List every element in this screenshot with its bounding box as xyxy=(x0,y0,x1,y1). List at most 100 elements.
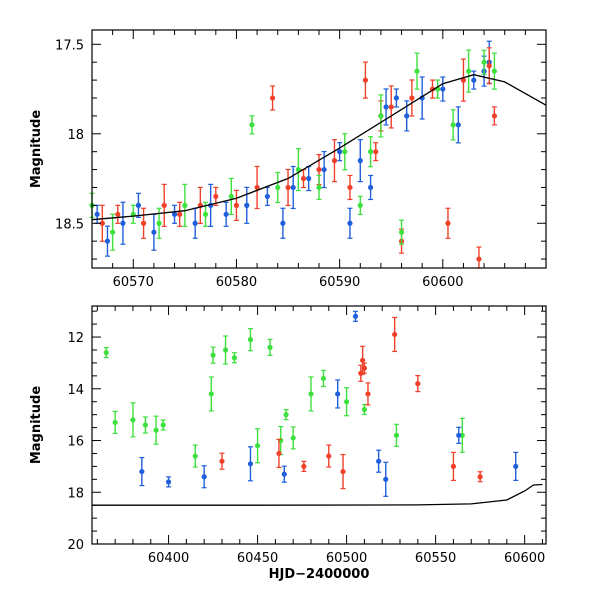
data-point-blue xyxy=(151,213,157,251)
data-point-red xyxy=(373,142,379,162)
data-point-green xyxy=(435,79,441,99)
data-point-red xyxy=(365,382,371,406)
data-point-green xyxy=(110,213,116,251)
data-point-blue xyxy=(357,139,363,183)
x-tick-label: 60590 xyxy=(319,275,360,290)
data-point-blue xyxy=(376,449,382,473)
data-point-blue xyxy=(247,446,254,482)
data-point-red xyxy=(269,85,276,111)
data-point-green xyxy=(275,171,281,204)
data-point-red xyxy=(331,139,338,183)
data-point-blue xyxy=(383,461,389,497)
data-point-green xyxy=(491,52,498,90)
data-point-red xyxy=(445,207,451,239)
data-point-green xyxy=(481,49,487,75)
data-point-green xyxy=(228,177,234,216)
y-tick-label: 18 xyxy=(67,128,84,143)
data-point-red xyxy=(219,452,225,470)
data-point-green xyxy=(343,387,350,417)
data-point-green xyxy=(160,419,166,431)
data-point-red xyxy=(213,186,219,207)
data-point-green xyxy=(130,402,136,438)
data-point-red xyxy=(115,204,121,224)
data-point-green xyxy=(182,183,188,227)
data-point-red xyxy=(450,451,457,481)
data-point-green xyxy=(247,328,254,352)
data-point-blue xyxy=(171,204,178,224)
data-point-red xyxy=(340,453,346,490)
data-point-green xyxy=(357,195,363,215)
bottom-panel-points xyxy=(103,310,519,497)
x-tick-label: 60600 xyxy=(422,275,463,290)
data-point-red xyxy=(415,375,421,393)
data-point-blue xyxy=(471,70,477,90)
bottom-panel-ylabel: Magnitude xyxy=(29,386,44,465)
data-point-green xyxy=(254,428,261,464)
y-tick-label: 16 xyxy=(67,435,84,450)
data-point-green xyxy=(231,352,238,364)
data-point-red xyxy=(361,362,367,374)
data-point-green xyxy=(367,136,374,168)
data-point-red xyxy=(460,58,467,102)
data-point-red xyxy=(300,168,307,189)
data-point-green xyxy=(142,416,149,434)
data-point-green xyxy=(222,335,229,365)
data-point-blue xyxy=(456,426,462,444)
data-point-green xyxy=(112,410,118,435)
data-point-green xyxy=(208,376,214,412)
data-point-blue xyxy=(290,165,296,210)
data-point-green xyxy=(342,133,348,171)
x-tick-label: 60550 xyxy=(415,551,456,566)
data-point-red xyxy=(276,438,282,469)
data-point-red xyxy=(362,61,369,99)
top-panel-ylabel: Magnitude xyxy=(29,110,44,189)
data-point-blue xyxy=(335,379,341,409)
data-point-red xyxy=(161,183,167,227)
y-tick-label: 12 xyxy=(67,331,84,346)
data-point-green xyxy=(153,415,159,445)
x-tick-label: 60450 xyxy=(237,551,278,566)
data-point-red xyxy=(254,165,260,210)
data-point-blue xyxy=(455,106,461,144)
top-panel-ticks: 60570 60580 60590 60600 17.5 18 18.5 xyxy=(55,30,547,290)
data-point-green xyxy=(192,444,198,468)
data-point-green xyxy=(398,219,405,245)
data-point-blue xyxy=(223,201,229,227)
data-point-green xyxy=(290,426,296,450)
data-point-red xyxy=(301,460,307,472)
data-point-green xyxy=(361,403,367,416)
y-tick-label: 18.5 xyxy=(55,217,84,232)
data-point-blue xyxy=(513,451,519,481)
data-point-green xyxy=(267,338,273,356)
data-point-blue xyxy=(104,225,111,257)
x-tick-label: 60600 xyxy=(504,551,545,566)
top-panel-model-curve xyxy=(91,74,547,221)
bottom-panel-frame xyxy=(91,305,547,545)
data-point-red xyxy=(347,174,353,201)
data-point-blue xyxy=(264,186,271,207)
data-point-green xyxy=(283,409,289,421)
top-panel: 60570 60580 60590 60600 17.5 18 18.5 Magnitude xyxy=(29,29,547,290)
data-point-green xyxy=(249,115,255,135)
data-point-blue xyxy=(347,207,353,239)
data-point-blue xyxy=(165,476,172,488)
data-point-red xyxy=(477,471,483,483)
bottom-panel-model-curve xyxy=(92,483,543,506)
data-point-blue xyxy=(192,207,198,239)
data-point-blue xyxy=(201,465,207,489)
x-tick-label: 60500 xyxy=(326,551,367,566)
data-point-green xyxy=(308,376,314,412)
data-point-blue xyxy=(367,174,374,201)
data-point-blue xyxy=(352,310,359,322)
data-point-blue xyxy=(139,456,145,487)
data-point-blue xyxy=(393,88,399,108)
data-point-red xyxy=(233,189,240,221)
data-point-green xyxy=(466,49,472,93)
top-panel-points xyxy=(89,40,498,269)
bottom-panel-xlabel: HJD−2400000 xyxy=(269,567,370,582)
data-point-green xyxy=(414,52,420,90)
data-point-blue xyxy=(135,192,142,218)
bottom-panel: 60400 60450 60500 60550 60600 12 14 16 18 20 Magn… xyxy=(29,305,547,582)
data-point-red xyxy=(476,246,482,269)
